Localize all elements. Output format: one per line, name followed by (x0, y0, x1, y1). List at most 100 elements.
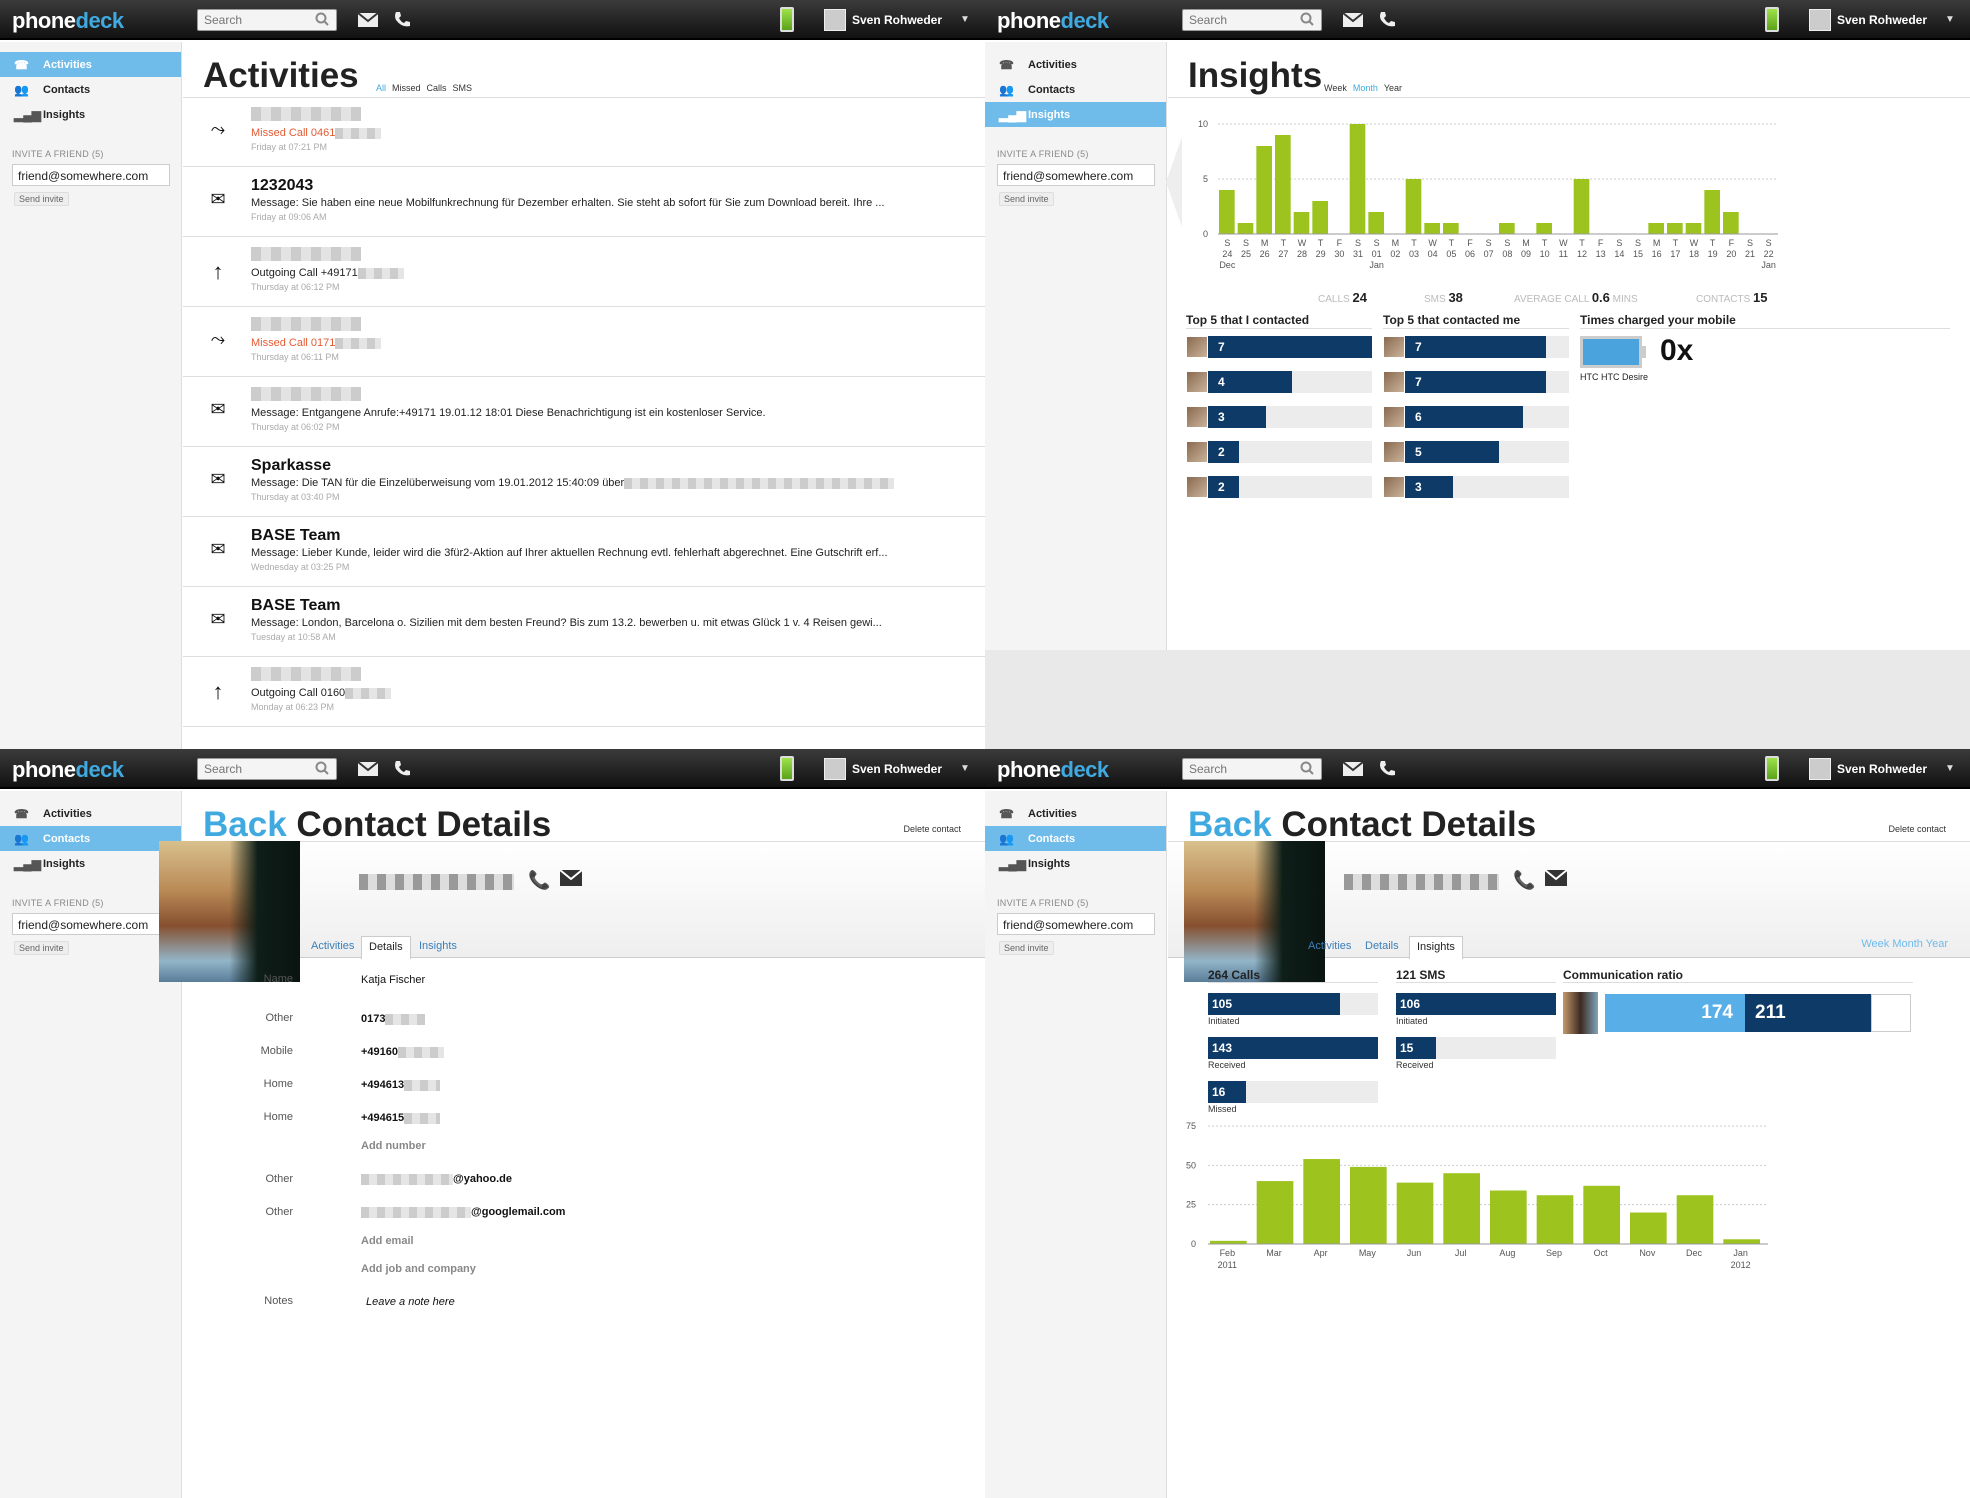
tab-details[interactable]: Details (1365, 940, 1399, 952)
send-invite-button[interactable]: Send invite (14, 941, 69, 955)
list-item[interactable]: ✉ BASE Team Message: Lieber Kunde, leider … (183, 517, 985, 587)
add-email-link[interactable]: Add email (361, 1235, 414, 1247)
chevron-left-icon[interactable] (1166, 137, 1182, 227)
device-icon[interactable] (1765, 756, 1779, 781)
user-name[interactable]: Sven Rohweder (1837, 762, 1928, 776)
add-number-link[interactable]: Add number (361, 1140, 426, 1152)
search-input[interactable] (197, 9, 337, 31)
phone-icon[interactable] (392, 759, 412, 779)
logo[interactable]: phonedeck (12, 757, 124, 782)
search-input[interactable] (1182, 758, 1322, 780)
list-item[interactable]: ⤳ Missed Call 0461 Friday at 07:21 PM (183, 97, 985, 167)
tab-details[interactable]: Details (361, 936, 411, 959)
device-icon[interactable] (780, 7, 794, 32)
notes-field[interactable]: Leave a note here (366, 1296, 455, 1308)
sidebar-item-insights[interactable]: ▂▄▆ Insights (985, 102, 1166, 127)
add-job-link[interactable]: Add job and company (361, 1263, 476, 1275)
phone-icon[interactable]: 📞 (528, 870, 551, 890)
top-contact-row[interactable]: 7 (1383, 336, 1569, 358)
search-icon[interactable] (315, 12, 329, 26)
user-name[interactable]: Sven Rohweder (852, 13, 943, 27)
phone-icon[interactable]: 📞 (1513, 870, 1536, 890)
top-contact-row[interactable]: 7 (1383, 371, 1569, 393)
chevron-down-icon[interactable]: ▼ (1945, 763, 1955, 774)
logo[interactable]: phonedeck (997, 757, 1109, 782)
chevron-down-icon[interactable]: ▼ (960, 14, 970, 25)
chevron-down-icon[interactable]: ▼ (960, 763, 970, 774)
list-item[interactable]: ✉ 1232043 Message: Sie haben eine neue Mob… (183, 167, 985, 237)
avatar[interactable] (824, 9, 846, 31)
search-icon[interactable] (1300, 761, 1314, 775)
top-contact-row[interactable]: 3 (1186, 406, 1372, 428)
activity-contact-name[interactable]: Sparkasse (251, 457, 332, 474)
field-value-home[interactable]: +494615 (361, 1112, 441, 1124)
search-icon[interactable] (1300, 12, 1314, 26)
period-filters[interactable]: Week Month Year (1861, 938, 1948, 950)
mail-icon[interactable] (1544, 869, 1568, 887)
top-contact-row[interactable]: 2 (1186, 476, 1372, 498)
list-item[interactable]: ✉ Message: Entgangene Anrufe:+49171 19.01… (183, 377, 985, 447)
filter-calls[interactable]: Calls (426, 83, 447, 93)
field-value-home[interactable]: +494613 (361, 1079, 441, 1091)
field-value-other[interactable]: 0173 (361, 1013, 426, 1025)
user-name[interactable]: Sven Rohweder (852, 762, 943, 776)
send-invite-button[interactable]: Send invite (999, 941, 1054, 955)
top-contact-row[interactable]: 5 (1383, 441, 1569, 463)
activity-contact-name[interactable] (251, 107, 361, 121)
invite-email-input[interactable]: friend@somewhere.com (12, 164, 170, 186)
sidebar-item-insights[interactable]: ▂▄▆ Insights (14, 857, 86, 871)
list-item[interactable]: ✉ BASE Team Message: London, Barcelona o. … (183, 587, 985, 657)
field-value-mobile[interactable]: +49160 (361, 1046, 445, 1058)
invite-email-input[interactable]: friend@somewhere.com (997, 913, 1155, 935)
invite-email-input[interactable]: friend@somewhere.com (997, 164, 1155, 186)
back-link[interactable]: Back (1188, 805, 1272, 844)
user-name[interactable]: Sven Rohweder (1837, 13, 1928, 27)
top-contact-row[interactable]: 7 (1186, 336, 1372, 358)
top-contact-row[interactable]: 6 (1383, 406, 1569, 428)
activity-contact-name[interactable] (251, 317, 361, 331)
sidebar-item-contacts[interactable]: 👥 Contacts (0, 826, 181, 851)
sidebar-item-activities[interactable]: ☎ Activities (14, 807, 92, 821)
activity-contact-name[interactable]: 1232043 (251, 177, 314, 194)
filter-year[interactable]: Year (1383, 83, 1403, 93)
filter-all[interactable]: All (376, 83, 387, 93)
sidebar-item-contacts[interactable]: 👥 Contacts (985, 826, 1166, 851)
filter-sms[interactable]: SMS (452, 83, 473, 93)
list-item[interactable]: ↑ Outgoing Call 0160 Monday at 06:23 PM (183, 657, 985, 727)
sidebar-item-contacts[interactable]: 👥 Contacts (999, 83, 1076, 97)
activity-contact-name[interactable] (251, 387, 361, 401)
tab-activities[interactable]: Activities (1308, 940, 1352, 952)
list-item[interactable]: ⤳ Missed Call 0171 Thursday at 06:11 PM (183, 307, 985, 377)
search-icon[interactable] (315, 761, 329, 775)
field-value-email[interactable]: @googlemail.com (361, 1206, 565, 1218)
avatar[interactable] (1809, 758, 1831, 780)
invite-email-input[interactable]: friend@somewhere.com (12, 913, 170, 935)
tab-insights[interactable]: Insights (1409, 936, 1463, 959)
filter-month[interactable]: Month (1352, 83, 1378, 93)
list-item[interactable]: ✉ Sparkasse Message: Die TAN für die Einze… (183, 447, 985, 517)
tab-activities[interactable]: Activities (311, 940, 355, 952)
top-contact-row[interactable]: 3 (1383, 476, 1569, 498)
back-link[interactable]: Back (203, 805, 287, 844)
filter-missed[interactable]: Missed (392, 83, 421, 93)
list-item[interactable]: ↑ Outgoing Call +49171 Thursday at 06:12 P… (183, 237, 985, 307)
phone-icon[interactable] (1377, 759, 1397, 779)
mail-icon[interactable] (559, 869, 583, 887)
top-contact-row[interactable]: 2 (1186, 441, 1372, 463)
sidebar-item-contacts[interactable]: 👥 Contacts (14, 83, 91, 97)
field-value-email[interactable]: @yahoo.de (361, 1173, 512, 1185)
avatar[interactable] (824, 758, 846, 780)
chevron-down-icon[interactable]: ▼ (1945, 14, 1955, 25)
activity-contact-name[interactable]: BASE Team (251, 597, 341, 614)
mail-icon[interactable] (357, 12, 379, 28)
mail-icon[interactable] (1342, 761, 1364, 777)
sidebar-item-insights[interactable]: ▂▄▆ Insights (14, 108, 86, 122)
phone-icon[interactable] (392, 10, 412, 30)
device-icon[interactable] (1765, 7, 1779, 32)
send-invite-button[interactable]: Send invite (14, 192, 69, 206)
delete-contact-button[interactable]: Delete contact (1888, 824, 1946, 834)
mail-icon[interactable] (357, 761, 379, 777)
mail-icon[interactable] (1342, 12, 1364, 28)
sidebar-item-activities[interactable]: ☎ Activities (999, 58, 1077, 72)
field-value-name[interactable]: Katja Fischer (361, 974, 426, 986)
